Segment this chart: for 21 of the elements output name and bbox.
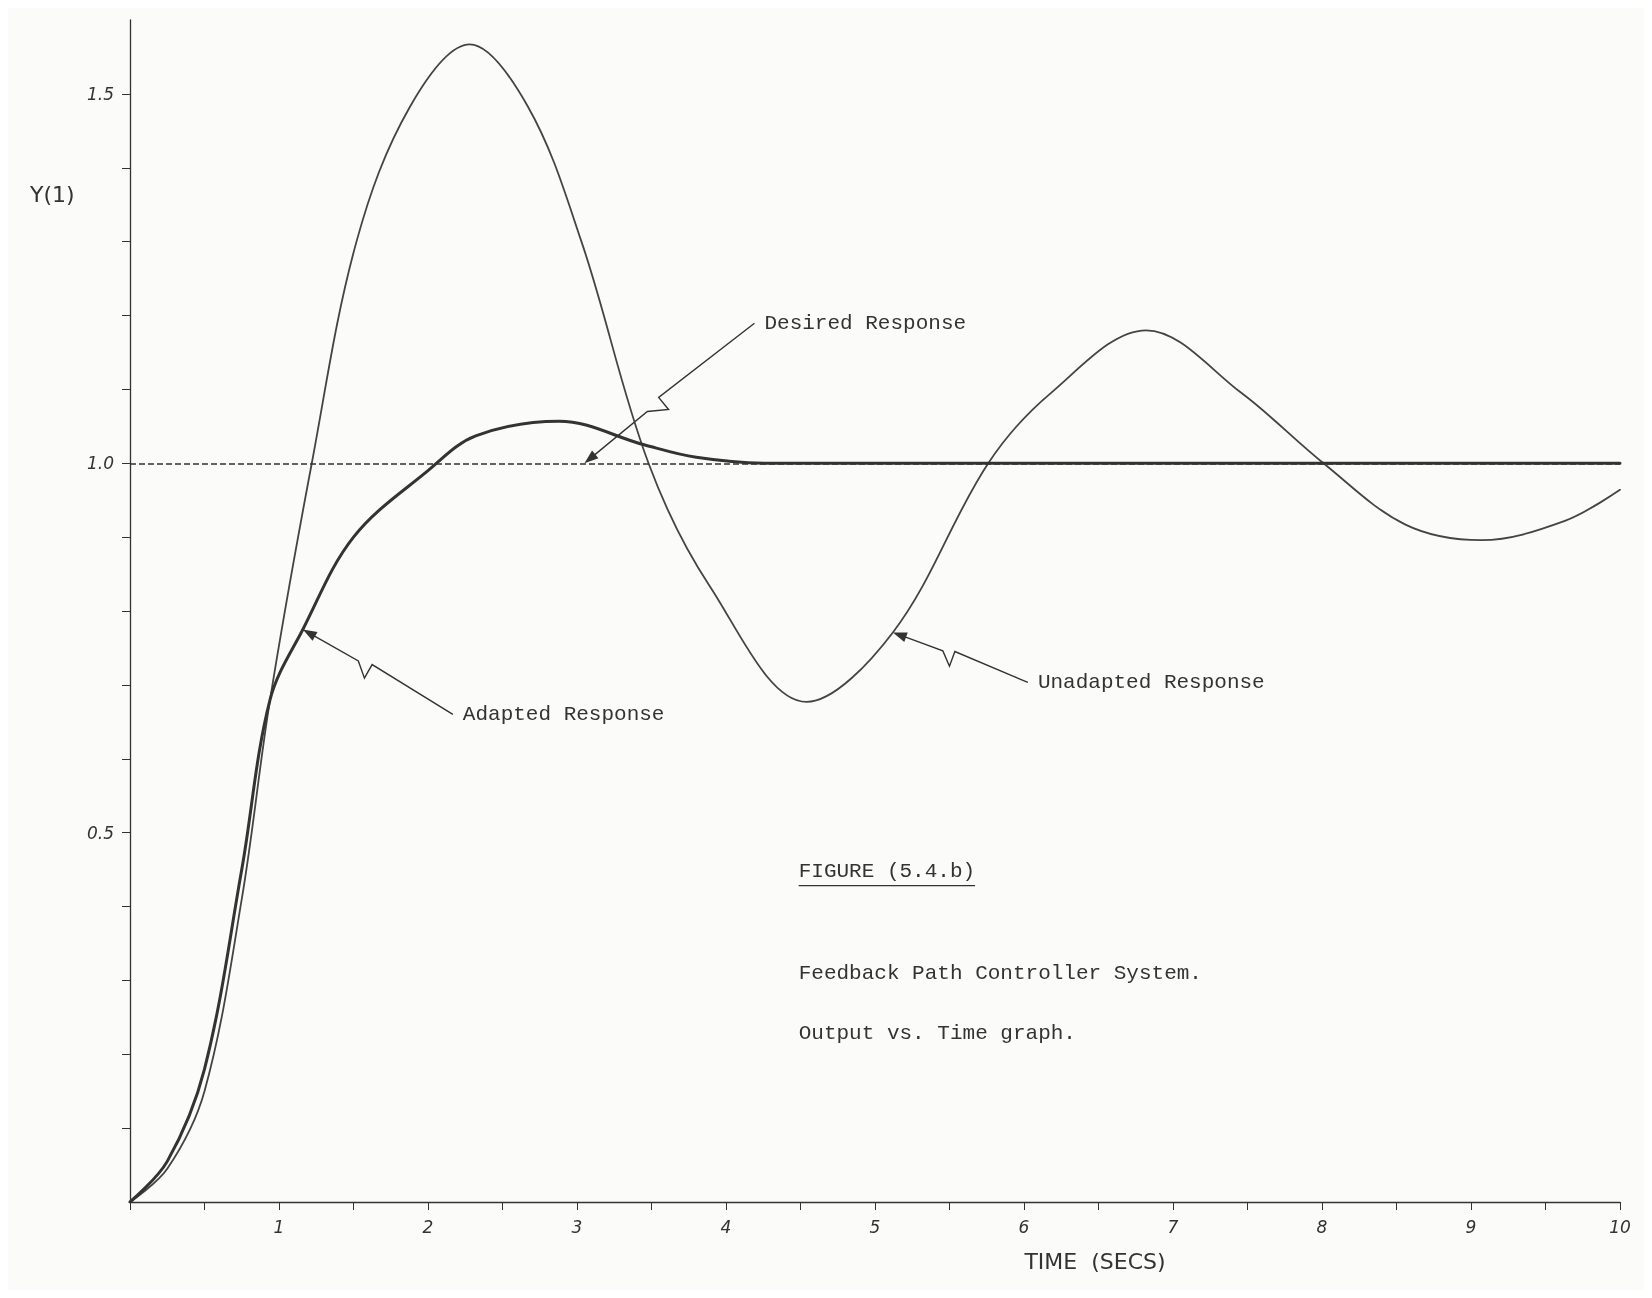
annotation: FIGURE (5.4.b): [798, 859, 976, 883]
x-tick-label: 3: [571, 1216, 583, 1237]
x-tick-label: 7: [1167, 1216, 1179, 1237]
y-axis-title: Y(1): [29, 182, 75, 208]
annotation: Output vs. Time graph.: [798, 1022, 1076, 1046]
y-tick-label: 0.5: [86, 822, 114, 843]
x-tick-label: 5: [869, 1216, 881, 1237]
x-tick-label: 1: [273, 1216, 285, 1237]
annotation: Adapted Response: [462, 702, 665, 726]
x-tick-label: 6: [1018, 1216, 1030, 1237]
annotation: Feedback Path Controller System.: [798, 962, 1202, 986]
x-tick-label: 9: [1465, 1216, 1477, 1237]
y-tick-label: 1.5: [86, 83, 114, 104]
x-tick-label: 4: [720, 1216, 732, 1237]
x-axis-title: TIME (SECS): [1023, 1248, 1166, 1274]
y-tick-label: 1.0: [86, 453, 114, 474]
x-tick-label: 2: [422, 1216, 434, 1237]
annotation: Desired Response: [764, 311, 967, 335]
x-tick-label: 8: [1316, 1216, 1328, 1237]
x-tick-label: 10: [1609, 1216, 1631, 1237]
annotation: Unadapted Response: [1037, 670, 1265, 694]
